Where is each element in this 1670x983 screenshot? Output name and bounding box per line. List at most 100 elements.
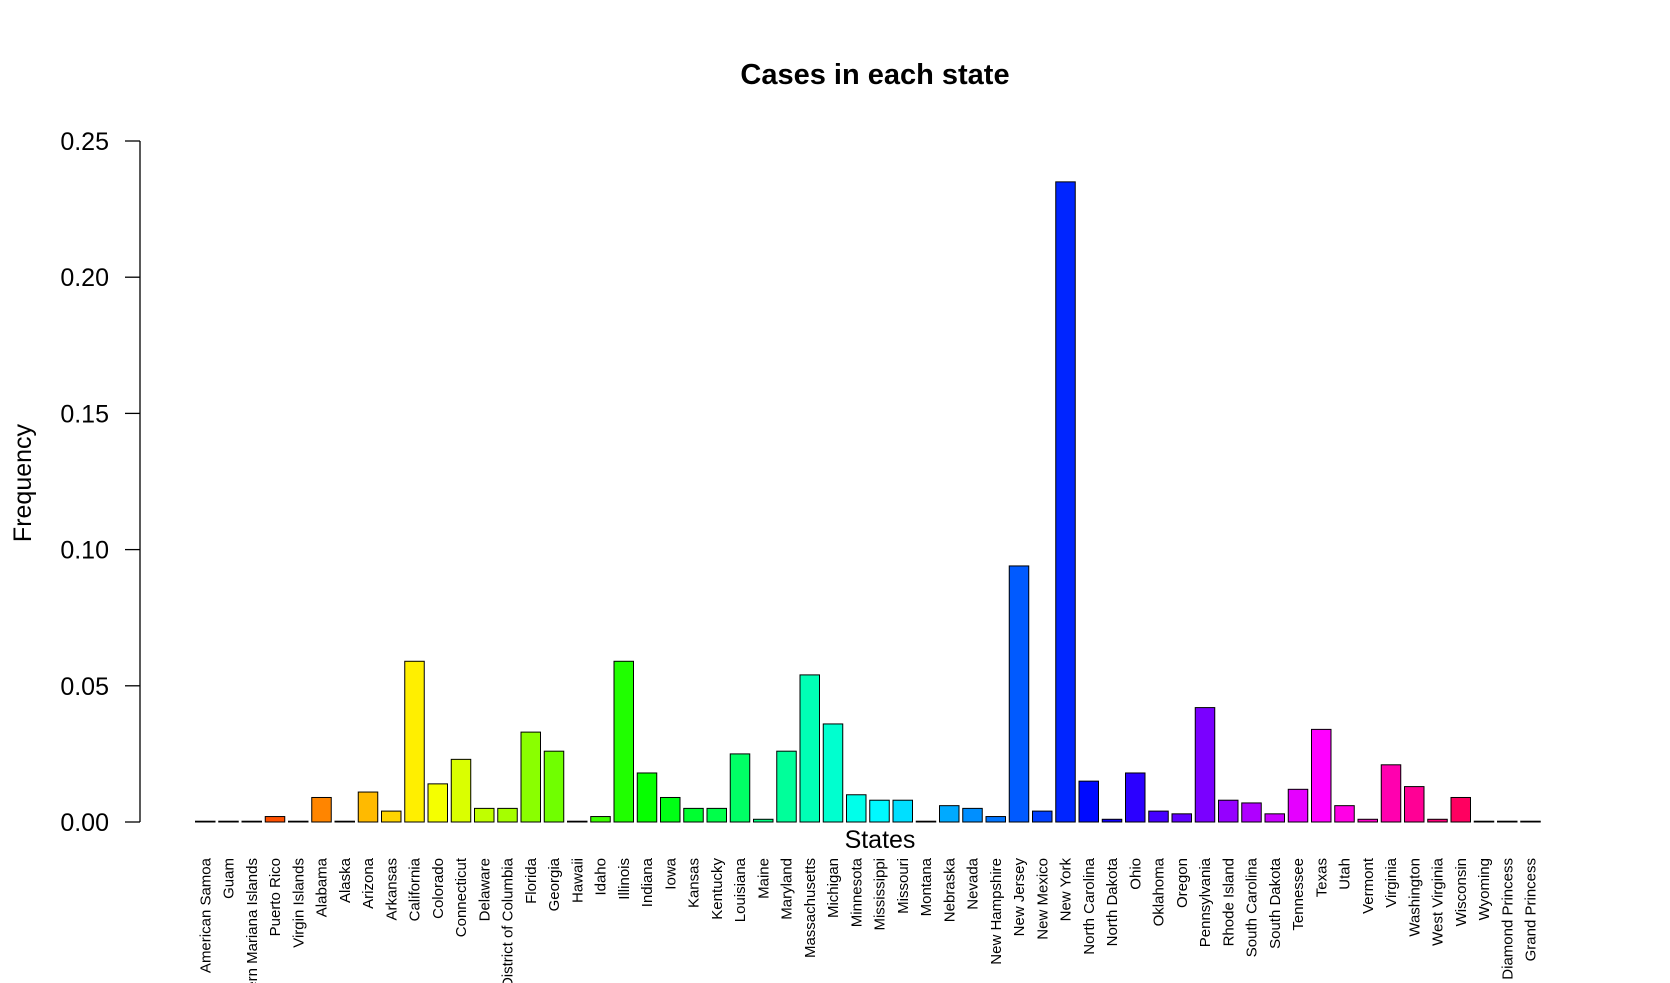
category-label: New York xyxy=(1058,858,1075,922)
bar xyxy=(1171,813,1192,823)
bar xyxy=(915,820,937,823)
bar xyxy=(1404,786,1425,823)
category-label: Massachusetts xyxy=(802,858,819,958)
category-label: South Carolina xyxy=(1244,857,1261,957)
category-label: Indiana xyxy=(639,857,656,907)
bar xyxy=(357,791,379,823)
bar xyxy=(636,772,658,823)
y-tick-label: 0.15 xyxy=(60,400,109,428)
category-label: Delaware xyxy=(476,858,493,921)
category-labels: American Samoa Guam Northern Mariana Islan… xyxy=(197,857,1539,983)
category-label: Virginia xyxy=(1383,857,1400,907)
category-label: Washington xyxy=(1406,858,1423,937)
category-label: Nevada xyxy=(965,857,982,909)
category-label: Oregon xyxy=(1174,858,1191,908)
category-label: Rhode Island xyxy=(1220,858,1237,946)
category-label: Maine xyxy=(755,858,772,899)
category-label: Florida xyxy=(523,857,540,904)
bar xyxy=(660,796,681,823)
bar xyxy=(1078,780,1099,823)
y-tick-label: 0.10 xyxy=(60,537,109,565)
category-label: Puerto Rico xyxy=(267,858,284,936)
category-label: Missouri xyxy=(895,858,912,914)
category-label: Kentucky xyxy=(709,858,726,920)
category-label: Minnesota xyxy=(848,857,865,927)
bar xyxy=(1194,707,1216,823)
y-tick-label: 0.20 xyxy=(60,264,109,292)
category-label: North Dakota xyxy=(1104,857,1121,946)
category-label: Alaska xyxy=(337,857,354,903)
category-label: Colorado xyxy=(430,858,447,919)
chart-title: Cases in each state xyxy=(740,59,1009,91)
bar xyxy=(846,794,867,823)
y-tick-label: 0.00 xyxy=(60,809,109,837)
bar xyxy=(334,820,355,823)
bar xyxy=(1032,810,1053,823)
bar xyxy=(241,820,262,823)
bar xyxy=(1101,818,1123,823)
category-label: Wisconsin xyxy=(1453,858,1470,926)
category-label: Connecticut xyxy=(453,857,470,937)
category-label: Tennessee xyxy=(1290,858,1307,931)
bar xyxy=(822,723,844,823)
category-label: Guam xyxy=(221,858,238,899)
bar xyxy=(1287,788,1309,823)
bar xyxy=(1264,813,1285,823)
category-label: Iowa xyxy=(662,857,679,889)
category-label: Utah xyxy=(1337,858,1354,890)
category-label: Montana xyxy=(918,857,935,916)
bar xyxy=(404,660,425,823)
bar xyxy=(427,783,448,823)
y-tick-label: 0.05 xyxy=(60,673,109,701)
category-label: Arkansas xyxy=(383,858,400,921)
bar xyxy=(590,816,611,823)
category-label: New Jersey xyxy=(1011,858,1028,937)
y-axis-label: Frequency xyxy=(9,423,37,542)
bar xyxy=(799,674,820,823)
category-label: Mississippi xyxy=(872,858,889,931)
bar xyxy=(1497,820,1518,823)
category-label: Alabama xyxy=(314,857,331,917)
bar xyxy=(474,807,495,823)
category-label: Idaho xyxy=(593,858,610,896)
x-axis-label: States xyxy=(845,826,916,854)
category-label: Grand Princess xyxy=(1523,858,1540,961)
y-tick-label: 0.25 xyxy=(60,128,109,156)
category-label: Ohio xyxy=(1127,858,1144,890)
bar xyxy=(1380,764,1402,823)
category-label: North Carolina xyxy=(1081,857,1098,954)
category-label: Arizona xyxy=(360,857,377,909)
bar xyxy=(1450,796,1471,823)
bar xyxy=(381,810,402,823)
category-label: Texas xyxy=(1313,858,1330,897)
category-label: Louisiana xyxy=(732,857,749,922)
y-axis: 0.00 0.05 0.10 0.15 0.20 0.25 xyxy=(60,128,141,837)
bar xyxy=(520,731,541,823)
category-label: Kansas xyxy=(686,858,703,908)
bar xyxy=(1148,810,1169,823)
bar xyxy=(1218,799,1239,823)
bars xyxy=(195,181,1541,823)
bar xyxy=(497,807,518,823)
bar xyxy=(962,807,983,823)
category-label: Oklahoma xyxy=(1151,857,1168,926)
bar xyxy=(892,799,913,823)
category-label: Georgia xyxy=(546,857,563,911)
category-label: Nebraska xyxy=(941,857,958,922)
bar xyxy=(195,820,216,823)
category-label: California xyxy=(407,857,424,921)
bar xyxy=(706,807,727,823)
category-label: Virgin Islands xyxy=(290,858,307,948)
bar xyxy=(450,758,472,823)
bar xyxy=(869,799,890,823)
bar xyxy=(1473,820,1495,823)
bar xyxy=(1125,772,1146,823)
category-label: American Samoa xyxy=(197,857,214,973)
category-label: Diamond Princess xyxy=(1499,858,1516,980)
bar xyxy=(543,750,565,823)
category-label: Wyoming xyxy=(1476,858,1493,920)
category-label: Northern Mariana Islands xyxy=(244,858,261,983)
bar xyxy=(567,820,588,823)
bar xyxy=(1055,181,1076,823)
